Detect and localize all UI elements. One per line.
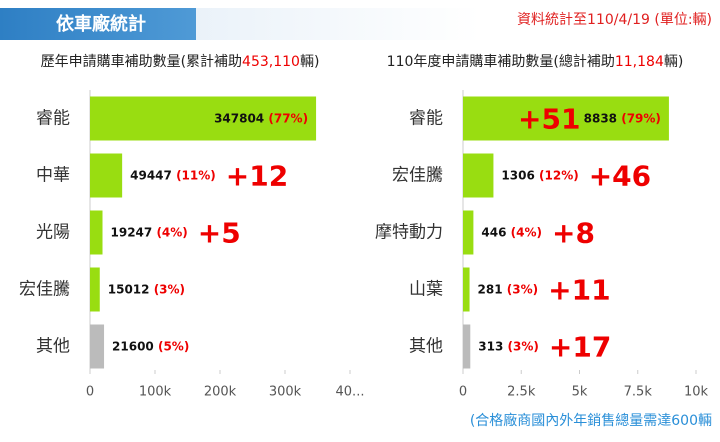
percent-label: (3%) bbox=[154, 282, 185, 296]
category-label: 宏佳騰 bbox=[19, 280, 70, 300]
category-label: 摩特動力 bbox=[375, 223, 443, 243]
category-label: 光陽 bbox=[36, 223, 70, 243]
x-tick-label: 5k bbox=[572, 385, 588, 400]
title-main: 110年度申請購車補助數量(總計補助 bbox=[387, 53, 615, 70]
annotation: +17 bbox=[549, 331, 611, 364]
percent-label: (4%) bbox=[511, 225, 542, 239]
percent-label: (3%) bbox=[507, 282, 538, 296]
annotation: +5 bbox=[198, 217, 241, 250]
bar bbox=[90, 210, 103, 255]
value-label: 15012 (3%) bbox=[108, 282, 185, 296]
value-label: 347804 (77%) bbox=[214, 111, 308, 125]
bar bbox=[463, 267, 470, 312]
category-label: 其他 bbox=[409, 337, 443, 357]
bar bbox=[463, 96, 669, 141]
value-label: 313 (3%) bbox=[478, 339, 539, 353]
value-number: 49447 bbox=[130, 168, 172, 182]
annotation: +11 bbox=[548, 274, 610, 307]
category-label: 中華 bbox=[36, 166, 70, 186]
percent-label: (5%) bbox=[158, 339, 189, 353]
header-title: 依車廠統計 bbox=[56, 13, 146, 35]
value-number: 15012 bbox=[108, 282, 150, 296]
title-main: 歷年申請購車補助數量(累計補助 bbox=[41, 53, 242, 70]
value-label: 49447 (11%) bbox=[130, 168, 216, 182]
percent-label: (3%) bbox=[508, 339, 539, 353]
value-number: 19247 bbox=[111, 225, 153, 239]
value-number: 281 bbox=[478, 282, 503, 296]
x-tick-label: 10k bbox=[684, 385, 709, 400]
bar bbox=[463, 153, 494, 198]
category-label: 睿能 bbox=[409, 109, 443, 129]
title-suffix: 輛) bbox=[300, 54, 319, 70]
header-note: 資料統計至110/4/19 (單位:輛) bbox=[517, 12, 712, 28]
percent-label: (77%) bbox=[268, 111, 308, 125]
value-number: 1306 bbox=[501, 168, 534, 182]
value-label: 446 (4%) bbox=[481, 225, 542, 239]
title-highlight: 453,110 bbox=[242, 54, 300, 70]
category-label: 宏佳騰 bbox=[392, 166, 443, 186]
footnote: (合格廠商國內外年銷售總量需達600輛 bbox=[470, 412, 712, 429]
category-label: 山葉 bbox=[409, 280, 443, 300]
annotation: +46 bbox=[589, 160, 651, 193]
header-tab bbox=[0, 8, 196, 40]
x-tick-label: 40... bbox=[336, 385, 365, 400]
annotation: +8 bbox=[552, 217, 595, 250]
value-label: 19247 (4%) bbox=[111, 225, 188, 239]
title-highlight: 11,184 bbox=[615, 54, 664, 70]
percent-label: (12%) bbox=[539, 168, 579, 182]
value-number: 347804 bbox=[214, 111, 264, 125]
chart-title: 歷年申請購車補助數量(累計補助453,110輛) bbox=[41, 53, 320, 70]
value-number: 313 bbox=[478, 339, 503, 353]
bar bbox=[90, 96, 317, 141]
x-tick-label: 2.5k bbox=[507, 385, 536, 400]
annotation: +51 bbox=[518, 103, 580, 136]
percent-label: (4%) bbox=[156, 225, 187, 239]
x-tick-label: 100k bbox=[139, 385, 172, 400]
x-tick-label: 300k bbox=[269, 385, 302, 400]
category-label: 其他 bbox=[36, 337, 70, 357]
value-number: 446 bbox=[481, 225, 506, 239]
x-tick-label: 0 bbox=[86, 385, 94, 400]
value-number: 8838 bbox=[584, 111, 617, 125]
chart-title: 110年度申請購車補助數量(總計補助11,184輛) bbox=[387, 53, 684, 70]
x-tick-label: 200k bbox=[204, 385, 237, 400]
bar bbox=[90, 324, 105, 369]
percent-label: (79%) bbox=[621, 111, 661, 125]
percent-label: (11%) bbox=[176, 168, 216, 182]
x-tick-label: 0 bbox=[459, 385, 467, 400]
x-tick-label: 7.5k bbox=[624, 385, 653, 400]
value-number: 21600 bbox=[112, 339, 154, 353]
value-label: 281 (3%) bbox=[478, 282, 539, 296]
category-label: 睿能 bbox=[36, 109, 70, 129]
bar bbox=[90, 267, 100, 312]
bar bbox=[463, 210, 474, 255]
title-suffix: 輛) bbox=[664, 54, 683, 70]
value-label: 8838 (79%) bbox=[584, 111, 661, 125]
bar bbox=[90, 153, 123, 198]
value-label: 1306 (12%) bbox=[501, 168, 578, 182]
annotation: +12 bbox=[226, 160, 288, 193]
value-label: 21600 (5%) bbox=[112, 339, 189, 353]
bar bbox=[463, 324, 471, 369]
